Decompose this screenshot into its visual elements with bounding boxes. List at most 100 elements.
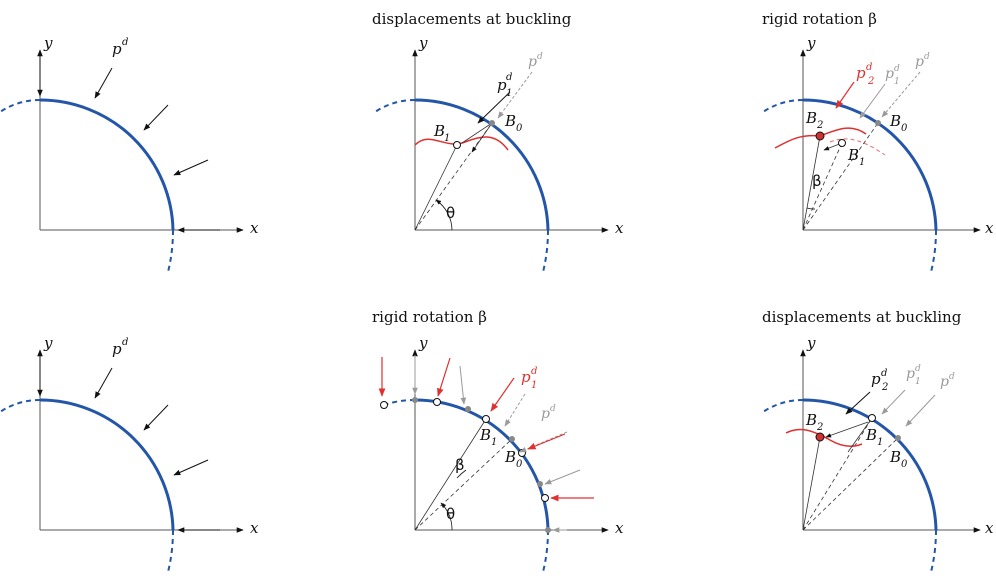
x-axis-label: x bbox=[250, 519, 259, 537]
shell-arc-extension-left bbox=[0, 399, 41, 413]
panel-top-left: x y p d bbox=[0, 34, 259, 273]
point-b0 bbox=[489, 120, 495, 126]
shell-arc-extension-bottom bbox=[542, 529, 549, 573]
rotated-point bbox=[380, 401, 388, 409]
p1-subscript-gray: 1 bbox=[915, 377, 921, 387]
panel-title: displacements at buckling bbox=[762, 308, 962, 326]
p2-label: p bbox=[856, 64, 866, 82]
shell-arc-extension-left bbox=[762, 99, 804, 113]
panel-title: rigid rotation β bbox=[762, 10, 877, 28]
pressure-arrow-red bbox=[437, 357, 451, 397]
b1-label: B bbox=[479, 426, 491, 444]
displacement-line bbox=[847, 417, 873, 453]
b2-label: B bbox=[805, 109, 817, 127]
p2-superscript: d bbox=[866, 62, 872, 73]
y-axis-label: y bbox=[43, 334, 53, 352]
b0-label: B bbox=[889, 112, 901, 130]
previous-mode-shape bbox=[829, 138, 886, 156]
pd-label-gray: p bbox=[541, 406, 550, 422]
pd-superscript-gray: d bbox=[949, 372, 955, 382]
pressure-arrow-gray bbox=[544, 469, 581, 485]
pressure-arrow bbox=[173, 459, 209, 476]
beta-arc bbox=[456, 469, 467, 479]
p1-label: p bbox=[521, 368, 531, 386]
pressure-arrow-gray bbox=[459, 365, 467, 405]
shell-arc bbox=[414, 398, 550, 531]
pressure-arrow-gray bbox=[859, 83, 886, 119]
panel-title: displacements at buckling bbox=[372, 10, 572, 28]
x-axis-label: x bbox=[985, 519, 994, 537]
x-axis-label: x bbox=[985, 219, 994, 237]
radial-line bbox=[802, 135, 821, 231]
p2-subscript: 2 bbox=[881, 382, 888, 393]
p-label: p bbox=[112, 40, 122, 58]
panel-title: rigid rotation β bbox=[372, 308, 487, 326]
pressure-arrow-gray bbox=[905, 394, 936, 427]
radial-dashed-line bbox=[414, 122, 493, 231]
b2-subscript: 2 bbox=[816, 422, 823, 433]
p1-subscript: 1 bbox=[531, 380, 537, 391]
y-axis-label: y bbox=[806, 34, 816, 52]
shell-arc bbox=[39, 398, 175, 531]
p-label: p bbox=[112, 340, 122, 358]
b0-label: B bbox=[504, 448, 516, 466]
y-axis-label: y bbox=[418, 334, 428, 352]
pressure-arrow-red bbox=[835, 81, 855, 109]
point-b1 bbox=[868, 414, 876, 422]
shell-arc bbox=[802, 98, 938, 231]
p1-superscript: d bbox=[506, 72, 512, 83]
grid-point bbox=[545, 527, 551, 533]
shell-arc-extension-left bbox=[0, 99, 41, 113]
pressure-arrow bbox=[94, 67, 113, 99]
pd-superscript-gray: d bbox=[924, 52, 930, 62]
radial-line bbox=[414, 144, 458, 231]
grid-point bbox=[465, 406, 471, 412]
pressure-arrow bbox=[845, 391, 871, 415]
beta-label: β bbox=[455, 456, 465, 474]
shell-arc-extension-bottom bbox=[930, 229, 937, 273]
pd-label-gray: p bbox=[528, 54, 537, 70]
y-axis-label: y bbox=[418, 34, 428, 52]
p1-label: p bbox=[497, 76, 507, 94]
shell-arc-extension-bottom bbox=[930, 529, 937, 573]
pressure-arrow-gray bbox=[497, 71, 533, 119]
panel-top-right: rigid rotation β x y β B 2 B 1 B 0 p d 2… bbox=[762, 10, 994, 273]
radial-dashed-line bbox=[802, 142, 843, 231]
pressure-arrow-gray bbox=[881, 389, 906, 415]
b2-label: B bbox=[805, 411, 817, 429]
point-b1 bbox=[482, 415, 490, 423]
y-axis-label: y bbox=[806, 334, 816, 352]
pressure-arrow bbox=[477, 91, 511, 124]
y-axis-label: y bbox=[43, 34, 53, 52]
p1-subscript: 1 bbox=[506, 88, 512, 99]
shell-arc-extension-left bbox=[374, 99, 416, 113]
rotated-point bbox=[541, 494, 549, 502]
x-axis-label: x bbox=[250, 219, 259, 237]
p2-superscript: d bbox=[881, 368, 887, 379]
b0-label: B bbox=[504, 112, 516, 130]
theta-arc bbox=[435, 199, 453, 231]
pressure-arrow-gray bbox=[519, 431, 568, 453]
b0-subscript: 0 bbox=[901, 459, 908, 470]
theta-label: θ bbox=[446, 204, 455, 222]
displacement-arrow bbox=[825, 421, 869, 438]
b1-subscript: 1 bbox=[859, 157, 865, 168]
shell-arc-extension-bottom bbox=[167, 529, 174, 573]
p2-subscript: 2 bbox=[867, 76, 874, 87]
pd-superscript-gray: d bbox=[537, 52, 543, 62]
radial-line bbox=[802, 436, 821, 531]
radial-line bbox=[414, 418, 487, 531]
shell-arc-extension-bottom bbox=[167, 229, 174, 273]
x-axis-label: x bbox=[615, 519, 624, 537]
pressure-arrow-red bbox=[527, 433, 566, 450]
beta-label: β bbox=[812, 172, 822, 190]
point-b0 bbox=[875, 120, 881, 126]
p1-label-gray: p bbox=[906, 366, 915, 382]
grid-point bbox=[537, 481, 543, 487]
b0-subscript: 0 bbox=[516, 459, 523, 470]
radial-dashed-line bbox=[802, 437, 899, 531]
pressure-arrow-red bbox=[490, 377, 515, 412]
p-superscript: d bbox=[122, 37, 128, 48]
point-b2 bbox=[815, 131, 825, 141]
b0-subscript: 0 bbox=[901, 123, 908, 134]
